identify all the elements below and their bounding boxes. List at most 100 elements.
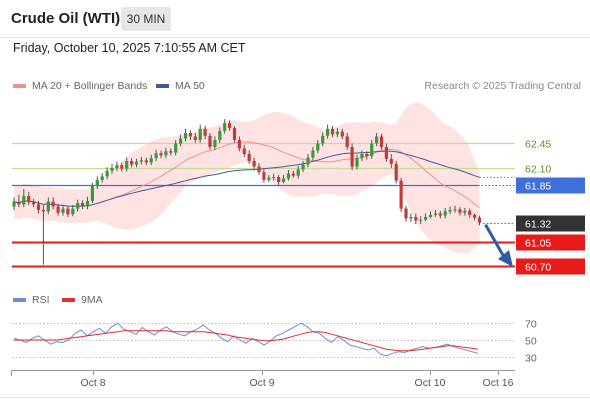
candle — [458, 207, 462, 216]
candle-body — [32, 202, 36, 205]
candle — [453, 205, 457, 213]
candle-body — [203, 128, 207, 136]
candle — [110, 163, 114, 174]
ma50-label: MA 50 — [175, 80, 205, 92]
candle — [438, 210, 442, 219]
candle — [399, 177, 403, 213]
candle-body — [257, 166, 261, 173]
candle — [179, 134, 183, 147]
candle — [32, 198, 36, 208]
candle — [208, 133, 212, 150]
candle — [277, 175, 281, 185]
x-tick-label: Oct 8 — [80, 377, 105, 389]
candle-body — [473, 214, 477, 218]
candle — [443, 207, 447, 219]
candle-body — [330, 128, 335, 135]
candle-body — [105, 170, 109, 177]
candle-body — [95, 179, 99, 187]
candle — [321, 132, 325, 147]
candle — [183, 128, 188, 142]
candle-body — [267, 177, 271, 180]
forecast-arrow-head — [498, 250, 513, 267]
candle — [81, 200, 85, 210]
candle — [120, 162, 124, 172]
candle-body — [428, 214, 433, 217]
bollinger-band — [14, 102, 480, 254]
candle — [335, 128, 339, 138]
candle-body — [448, 210, 452, 212]
candle — [125, 157, 129, 172]
candle-body — [41, 210, 45, 212]
candle-body — [306, 157, 310, 165]
candle-body — [174, 143, 178, 153]
candle — [267, 175, 271, 182]
rsi-tick-label: 70 — [525, 319, 537, 331]
candle-body — [424, 217, 428, 220]
candle-body — [198, 128, 202, 140]
candle — [105, 167, 109, 180]
candle — [242, 144, 246, 157]
candle — [409, 213, 413, 222]
candle-body — [409, 217, 413, 219]
candle-body — [252, 161, 256, 167]
candle-body — [355, 158, 359, 167]
support-label: 61.05 — [525, 238, 551, 250]
candle-body — [404, 208, 408, 219]
candle — [198, 124, 202, 143]
candle — [237, 136, 241, 152]
candle-body — [56, 206, 60, 213]
candle — [448, 206, 452, 215]
last-price-tag — [516, 215, 585, 232]
rsi-label: RSI — [32, 294, 50, 306]
candle-body — [218, 130, 222, 140]
candle — [66, 205, 70, 217]
candle — [291, 170, 295, 178]
candle-body — [76, 203, 80, 209]
candle — [296, 165, 300, 179]
candle-body — [193, 136, 197, 140]
candle — [414, 213, 418, 224]
candle-body — [27, 196, 31, 203]
candle — [330, 126, 335, 138]
candle — [36, 200, 41, 214]
candle — [71, 205, 75, 217]
candle-body — [326, 128, 330, 136]
candle — [12, 197, 16, 210]
price-level-tags: 62.45 62.10 61.85 61.32 61.05 60.70 — [516, 139, 585, 275]
candle-body — [291, 173, 295, 176]
candle — [115, 161, 119, 171]
candle-body — [443, 211, 447, 216]
forecast-arrow-shaft — [484, 223, 506, 258]
candle — [139, 156, 143, 165]
rsi-ma-line — [14, 330, 479, 352]
candle — [100, 172, 104, 183]
candle-body — [125, 161, 129, 169]
timeframe-button[interactable]: 30 MIN — [121, 7, 171, 31]
candle-body — [61, 208, 65, 213]
candle — [375, 133, 379, 147]
candle — [134, 158, 139, 168]
candle — [85, 196, 90, 210]
candle — [61, 205, 65, 216]
candle-body — [301, 164, 305, 170]
rsi-panel: 30 50 70 — [12, 319, 537, 365]
candle — [252, 157, 256, 170]
header-divider — [0, 37, 590, 38]
candle-body — [36, 204, 41, 210]
candle-body — [115, 165, 119, 168]
candle — [379, 133, 384, 150]
support-tag — [516, 234, 585, 251]
candle-body — [272, 177, 276, 179]
candle-body — [90, 186, 94, 201]
candle — [281, 175, 286, 184]
candle-body — [321, 135, 325, 144]
candle-body — [463, 210, 467, 213]
candle — [345, 133, 349, 150]
candle — [22, 189, 26, 208]
candle — [311, 147, 315, 161]
candle-body — [262, 172, 266, 180]
candle — [247, 150, 251, 164]
candle-body — [144, 160, 148, 163]
candle-body — [213, 140, 217, 147]
